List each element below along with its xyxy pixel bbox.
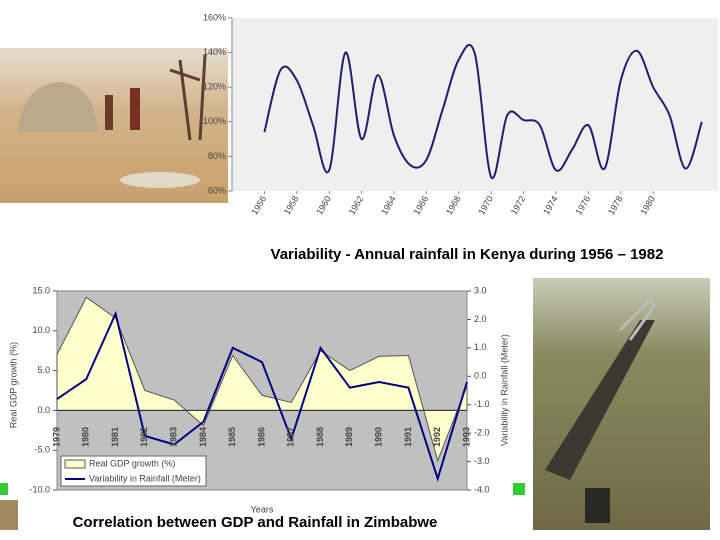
x-tick-label: 1974	[541, 194, 560, 216]
photo-drought	[0, 48, 228, 203]
y-tick-label: -5.0	[34, 445, 50, 455]
y2-tick-label: -1.0	[474, 399, 490, 409]
legend-label: Variability in Rainfall (Meter)	[89, 473, 201, 483]
y2-tick-label: 0.0	[474, 371, 487, 381]
x-tick-label: 1978	[606, 194, 625, 216]
y-tick-label: 15.0	[32, 285, 50, 295]
caption: Variability - Annual rainfall in Kenya d…	[271, 246, 664, 263]
x-tick-label: 1980	[638, 194, 657, 216]
y-tick-label: 80%	[208, 151, 226, 161]
y-tick-label: 120%	[203, 82, 226, 92]
y2-tick-label: 2.0	[474, 314, 487, 324]
y-tick-label: -10.0	[29, 484, 50, 494]
x-tick-label: 1979	[51, 427, 61, 447]
x-tick-label: 1982	[139, 427, 149, 447]
x-tick-label: 1970	[476, 194, 495, 216]
x-tick-label: 1984	[198, 427, 208, 447]
y2-tick-label: -3.0	[474, 456, 490, 466]
y-tick-label: 5.0	[37, 365, 50, 375]
x-tick-label: 1956	[250, 194, 269, 216]
x-tick-label: 1964	[379, 194, 398, 216]
x-tick-label: 1985	[227, 427, 237, 447]
y-tick-label: 60%	[208, 185, 226, 195]
x-tick-label: 1993	[461, 427, 471, 447]
y-tick-label: 10.0	[32, 325, 50, 335]
x-tick-label: 1983	[169, 427, 179, 447]
y2-tick-label: 3.0	[474, 285, 487, 295]
x-tick-label: 1980	[81, 427, 91, 447]
x-tick-label: 1990	[374, 427, 384, 447]
x-tick-label: 1992	[432, 427, 442, 447]
x-tick-label: 1958	[282, 194, 301, 216]
rainfall-line	[56, 310, 468, 482]
y-axis-label: Real GDP growth (%)	[8, 342, 18, 428]
x-tick-label: 1991	[403, 427, 413, 447]
y-tick-label: 140%	[203, 47, 226, 57]
y-tick-label: 0.0	[37, 405, 50, 415]
x-tick-label: 1988	[315, 427, 325, 447]
legend-label: Real GDP growth (%)	[89, 458, 175, 468]
y2-axis-label: Variability in Rainfall (Meter)	[499, 334, 509, 446]
plot-area	[232, 18, 718, 191]
x-tick-label: 1981	[110, 427, 120, 447]
x-tick-label: 1989	[344, 427, 354, 447]
y-tick-label: 100%	[203, 116, 226, 126]
x-tick-label: 1986	[256, 427, 266, 447]
y2-tick-label: -4.0	[474, 484, 490, 494]
x-tick-label: 1962	[347, 194, 366, 216]
x-tick-label: 1976	[574, 194, 593, 216]
caption: Correlation between GDP and Rainfall in …	[73, 514, 438, 531]
photo-small	[0, 500, 18, 530]
x-tick-label: 1966	[412, 194, 431, 216]
x-tick-label: 1960	[314, 194, 333, 216]
y-tick-label: 160%	[203, 12, 226, 22]
y2-tick-label: 1.0	[474, 342, 487, 352]
x-axis-label: Years	[251, 504, 274, 514]
legend-swatch	[64, 459, 86, 469]
x-tick-label: 1968	[444, 194, 463, 216]
x-tick-label: 1972	[509, 194, 528, 216]
x-tick-label: 1987	[286, 427, 296, 447]
y2-tick-label: -2.0	[474, 428, 490, 438]
photo-flood	[533, 278, 710, 530]
bullet	[0, 483, 8, 495]
bullet	[513, 483, 525, 495]
rainfall-line	[263, 43, 703, 180]
